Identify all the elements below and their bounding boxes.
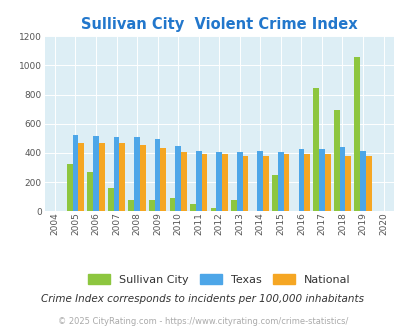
Bar [339, 147, 345, 211]
Bar [67, 164, 72, 211]
Bar [108, 188, 113, 211]
Bar [201, 154, 207, 211]
Bar [272, 176, 277, 211]
Bar [222, 154, 227, 211]
Bar [72, 135, 78, 211]
Bar [324, 154, 330, 211]
Bar [134, 137, 140, 211]
Bar [345, 156, 350, 211]
Bar [313, 88, 318, 211]
Bar [242, 156, 248, 211]
Bar [298, 148, 303, 211]
Bar [257, 151, 262, 211]
Text: © 2025 CityRating.com - https://www.cityrating.com/crime-statistics/: © 2025 CityRating.com - https://www.city… [58, 317, 347, 326]
Bar [277, 152, 283, 211]
Bar [283, 154, 289, 211]
Bar [149, 200, 154, 211]
Legend: Sullivan City, Texas, National: Sullivan City, Texas, National [83, 269, 354, 289]
Bar [93, 136, 99, 211]
Bar [190, 204, 195, 211]
Bar [365, 156, 371, 211]
Bar [318, 148, 324, 211]
Bar [128, 200, 134, 211]
Bar [216, 152, 222, 211]
Bar [169, 198, 175, 211]
Bar [333, 110, 339, 211]
Bar [87, 172, 93, 211]
Bar [119, 144, 125, 211]
Title: Sullivan City  Violent Crime Index: Sullivan City Violent Crime Index [81, 17, 357, 32]
Bar [237, 152, 242, 211]
Bar [181, 152, 186, 211]
Bar [262, 156, 268, 211]
Bar [175, 146, 181, 211]
Bar [230, 200, 237, 211]
Bar [99, 143, 104, 211]
Bar [354, 57, 359, 211]
Bar [160, 148, 166, 211]
Bar [303, 154, 309, 211]
Bar [154, 139, 160, 211]
Bar [359, 151, 365, 211]
Bar [195, 151, 201, 211]
Bar [78, 143, 84, 211]
Bar [113, 137, 119, 211]
Bar [210, 208, 216, 211]
Bar [140, 145, 145, 211]
Text: Crime Index corresponds to incidents per 100,000 inhabitants: Crime Index corresponds to incidents per… [41, 294, 364, 304]
